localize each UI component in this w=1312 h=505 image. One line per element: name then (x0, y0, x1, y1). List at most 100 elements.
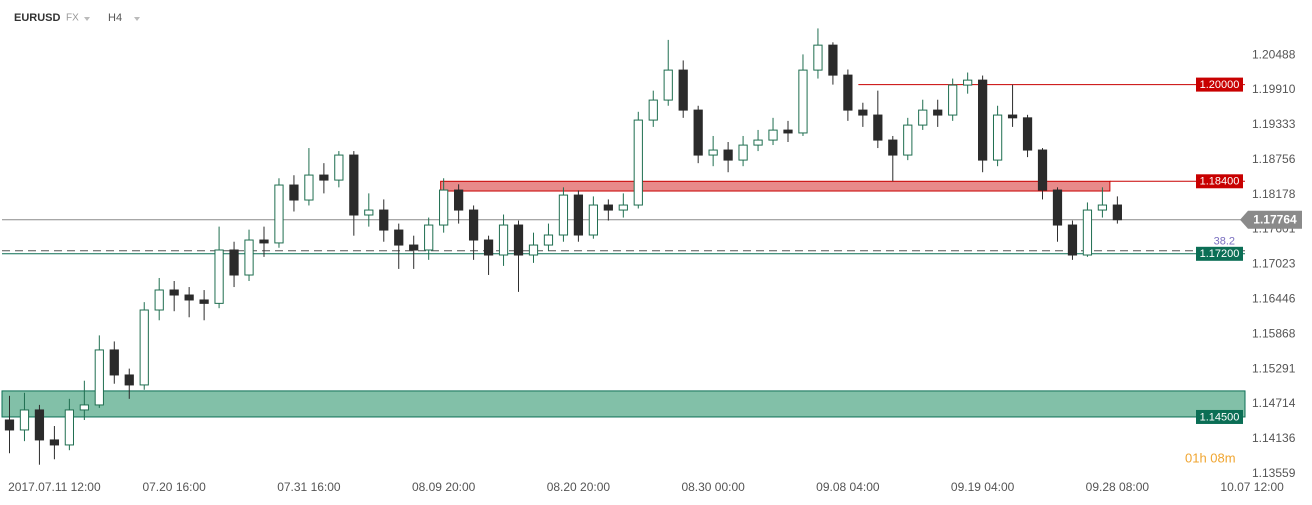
candle-body (768, 129, 778, 141)
candle-body (483, 239, 494, 256)
timeframe[interactable]: H4 (108, 12, 122, 24)
x-tick-label: 09.28 08:00 (1086, 480, 1150, 494)
candle-body (1112, 204, 1122, 221)
candle-body (229, 249, 239, 276)
candle-body (948, 84, 958, 116)
header: EURUSD FX H4 (14, 12, 140, 24)
candle-body (1022, 117, 1033, 151)
level-tag-label: 1.18400 (1200, 176, 1240, 188)
candle-body (259, 239, 269, 244)
candle-body (49, 439, 60, 446)
candle-body (409, 244, 419, 251)
candle-body (603, 204, 613, 211)
candle-body (199, 299, 209, 304)
candle-body (289, 184, 299, 201)
candle-body (783, 129, 793, 134)
candle-body (753, 139, 763, 146)
y-tick-label: 1.16446 (1252, 292, 1296, 306)
candle-body (618, 204, 628, 211)
candle-body (1082, 209, 1093, 256)
candle-body (498, 224, 509, 256)
candle-body (963, 79, 973, 86)
level-tag (1196, 77, 1243, 92)
timer: 01h 08m (1185, 450, 1236, 465)
candle-body (933, 109, 943, 116)
candle-body (528, 244, 539, 256)
candle-body (798, 69, 808, 134)
y-tick-label: 1.19333 (1252, 117, 1296, 131)
candle-body (394, 229, 404, 246)
dropdown-arrow[interactable] (134, 17, 140, 21)
y-tick-label: 1.14714 (1252, 396, 1296, 410)
candle-body (992, 114, 1003, 161)
level-tag-label: 1.17200 (1200, 248, 1240, 260)
x-tick-label: 07.20 16:00 (142, 480, 206, 494)
level-tag-label: 1.14500 (1200, 411, 1240, 423)
candle-body (379, 209, 389, 231)
candle-body (1007, 114, 1018, 119)
candle-body (903, 124, 913, 156)
x-tick-label: 10.07 12:00 (1220, 480, 1284, 494)
y-tick-label: 1.18756 (1252, 152, 1296, 166)
candle-body (79, 404, 89, 411)
candle-body (828, 44, 838, 76)
y-tick-label: 1.17023 (1252, 257, 1296, 271)
candle-body (4, 419, 15, 431)
x-tick-label: 08.20 20:00 (547, 480, 611, 494)
candle-body (244, 239, 254, 276)
candle-body (873, 114, 883, 141)
candle-body (978, 79, 988, 161)
x-tick-label: 08.09 20:00 (412, 480, 476, 494)
zone (1, 390, 1246, 418)
candle-body (693, 109, 703, 156)
candle-body (723, 149, 733, 161)
candle-body (663, 69, 673, 101)
y-tick-label: 1.14136 (1252, 431, 1296, 445)
x-tick-label: 2017.07.11 12:00 (8, 480, 101, 494)
candle-body (274, 184, 284, 244)
candle-body (588, 204, 598, 236)
candle-body (738, 144, 748, 161)
current-price-label: 1.17764 (1253, 212, 1297, 226)
y-tick-label: 1.18178 (1252, 187, 1296, 201)
candle-body (94, 349, 104, 406)
candle-body (813, 44, 823, 71)
x-tick-label: 09.19 04:00 (951, 480, 1015, 494)
candle-body (139, 309, 149, 386)
candle-body (214, 249, 224, 304)
candle-body (424, 224, 434, 251)
candle-body (888, 139, 898, 156)
y-tick-label: 1.19910 (1252, 82, 1296, 96)
candle-body (708, 149, 718, 156)
x-tick-label: 09.08 04:00 (816, 480, 880, 494)
candle-body (109, 349, 119, 376)
candle-body (1067, 224, 1078, 256)
candle-body (468, 209, 479, 241)
candle-body (543, 234, 554, 246)
candle-body (1037, 149, 1048, 191)
candle-body (184, 294, 194, 301)
candle-body (439, 189, 449, 226)
y-tick-label: 1.20488 (1252, 47, 1296, 61)
dropdown-arrow[interactable] (84, 17, 90, 21)
level-tag-label: 1.20000 (1200, 79, 1240, 91)
market[interactable]: FX (66, 13, 79, 24)
level-tag (1196, 409, 1243, 424)
candle-body (1097, 204, 1108, 211)
symbol: EURUSD (14, 12, 61, 24)
x-tick-label: 08.30 00:00 (681, 480, 745, 494)
candle-body (858, 109, 868, 116)
y-tick-label: 1.15868 (1252, 326, 1296, 340)
candle-body (633, 119, 643, 206)
candle-body (558, 194, 569, 236)
candle-body (573, 194, 584, 236)
candle-body (678, 69, 688, 111)
zone (440, 180, 1111, 192)
candle-body (319, 174, 329, 181)
y-tick-label: 1.13559 (1252, 466, 1296, 480)
candle-body (364, 209, 374, 216)
candle-body (304, 174, 314, 201)
candle-body (349, 154, 359, 216)
candle-body (843, 74, 853, 111)
